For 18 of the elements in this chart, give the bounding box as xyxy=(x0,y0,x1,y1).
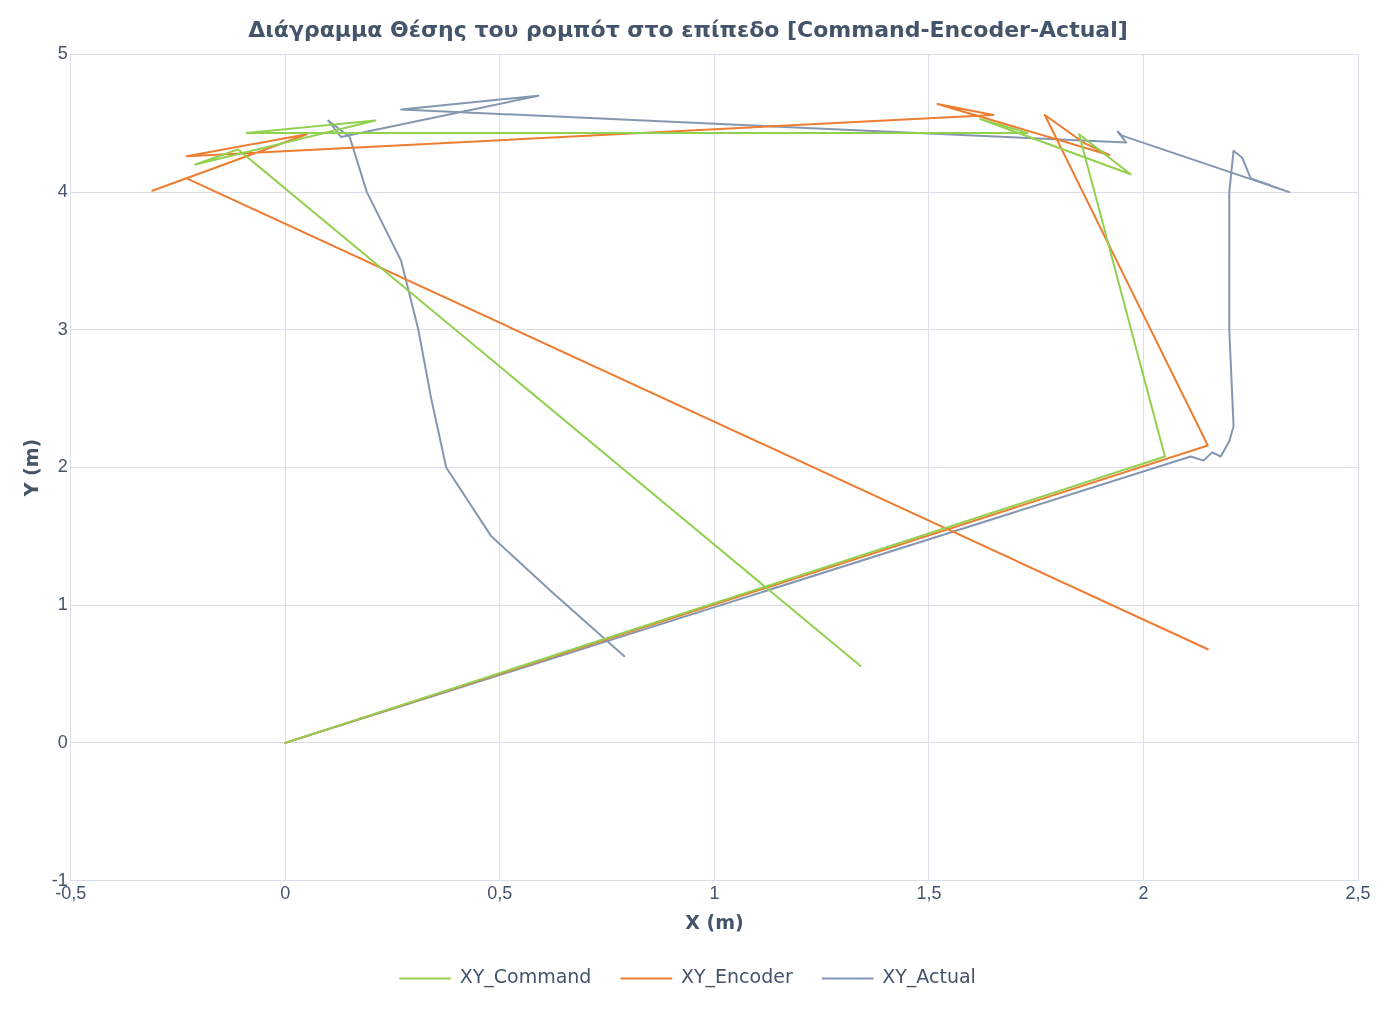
legend-label: XY_Encoder xyxy=(680,965,793,989)
x-tick-label: 0,5 xyxy=(487,883,513,904)
legend-label: XY_Command xyxy=(459,965,592,989)
x-tick-label: 1,5 xyxy=(916,883,942,904)
y-tick-label: 5 xyxy=(57,43,68,64)
x-tick-label: 2 xyxy=(1138,883,1149,904)
y-tick-label: 1 xyxy=(57,594,68,615)
y-tick-label: 0 xyxy=(57,731,68,752)
y-tick-label: 4 xyxy=(57,181,68,202)
chart-title: Διάγραμμα Θέσης του ρομπότ στο επίπεδο [Command-Encoder-Actual] xyxy=(248,16,1128,42)
legend-label: XY_Actual xyxy=(882,965,976,989)
x-axis-title: X (m) xyxy=(685,910,744,933)
y-tick-label: 3 xyxy=(57,318,68,339)
y-axis-title: Y (m) xyxy=(20,438,43,498)
x-tick-label: 0 xyxy=(280,883,291,904)
y-tick-label: 2 xyxy=(57,456,68,477)
x-tick-label: 1 xyxy=(709,883,720,904)
x-tick-label: 2,5 xyxy=(1345,883,1371,904)
